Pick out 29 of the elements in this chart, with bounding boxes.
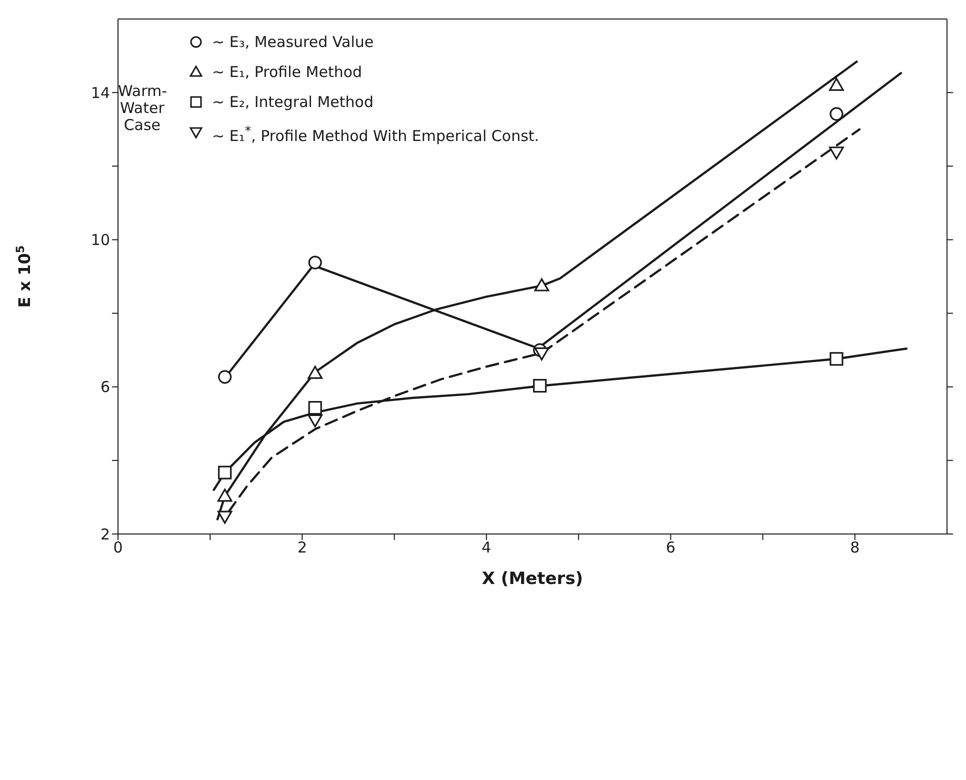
point [829, 146, 844, 160]
annotation: Warm-Water Case [118, 82, 167, 134]
point [308, 256, 322, 270]
x-tick-label: 8 [850, 538, 860, 557]
x-tick-label: 6 [666, 538, 676, 557]
y-tick-label: 6 [100, 378, 110, 396]
y-tick-label: 10 [90, 231, 110, 250]
point [533, 378, 547, 393]
point [308, 414, 323, 428]
point [534, 347, 550, 360]
x-axis-title: X (Meters) [482, 569, 584, 589]
point [217, 488, 232, 502]
x-tick-label: 2 [297, 538, 307, 557]
legend-label: ~ E₂, Integral Method [212, 93, 374, 111]
y-tick-label: 2 [100, 525, 110, 544]
point [830, 352, 844, 366]
point [308, 401, 322, 415]
x-tick-label: 4 [482, 538, 492, 557]
x-tick-label: 0 [113, 538, 123, 557]
point [829, 78, 844, 91]
point [218, 370, 232, 384]
legend-label: ~ E₁, Profile Method [212, 63, 362, 81]
point [534, 278, 550, 292]
legend-label: ~ E₃, Measured Value [212, 33, 374, 51]
point [217, 510, 232, 524]
point [218, 466, 232, 480]
y-tick-label: 14 [90, 84, 110, 102]
legend-label: ~ E₁$^{*}$, Profile Method With Emperical Const. [212, 123, 540, 145]
point [308, 366, 323, 379]
